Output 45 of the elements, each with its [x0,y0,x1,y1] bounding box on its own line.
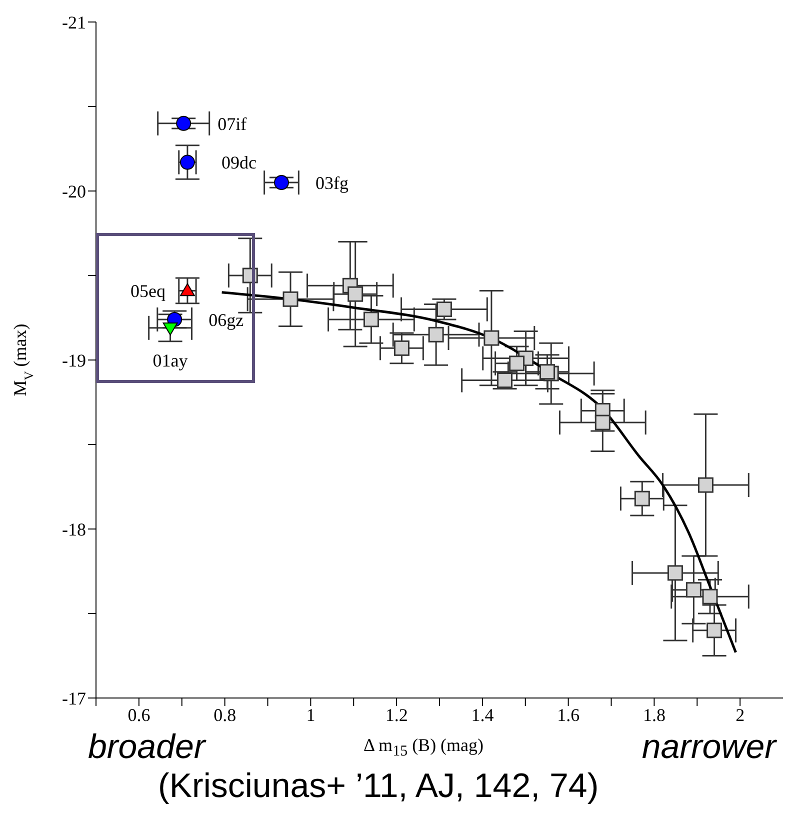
annotation: 07if [218,114,247,134]
point [363,312,379,328]
point [428,326,444,342]
x-axis-title: Δ m$_{15}$ (B) (mag) [363,734,484,760]
point [180,154,195,170]
point [706,622,722,638]
y-tick-label: -19 [62,350,86,370]
point [394,340,410,356]
x-tick-label: 1.4 [471,704,494,725]
point [348,286,364,302]
text: narrower [642,728,776,767]
point [698,477,714,493]
point [436,302,452,318]
y-tick-label: -20 [62,181,86,202]
x-tick-label: 2 [736,704,745,725]
point [180,283,195,296]
point [484,330,500,346]
annotation: 05eq [130,281,166,302]
x-tick-label: 0.6 [128,704,150,725]
annotation: 09dc [221,152,256,173]
point [497,372,513,388]
text: broader [88,728,206,767]
x-tick-label: 1 [306,704,316,725]
x-tick-label: 0.8 [214,704,236,725]
point [274,175,289,190]
text: (Krisciunas+ ’11, AJ, 142, 74) [157,767,600,806]
point [509,356,525,372]
y-tick-label: -21 [62,12,86,32]
annotation: 01ay [152,350,188,371]
point [634,490,650,506]
point [162,322,178,336]
annotation: 06gz [208,310,244,330]
point [540,364,556,380]
x-tick-label: 1.2 [385,704,408,725]
point [667,565,683,581]
point [594,414,610,430]
x-tick-label: 1.6 [557,704,580,725]
point [702,588,718,604]
y-tick-label: -17 [62,688,86,708]
y-tick-label: -18 [62,519,86,540]
point [282,291,298,307]
point [686,582,702,598]
x-tick-label: 1.8 [642,704,666,725]
annotation: 03fg [315,172,348,193]
point [176,116,192,131]
